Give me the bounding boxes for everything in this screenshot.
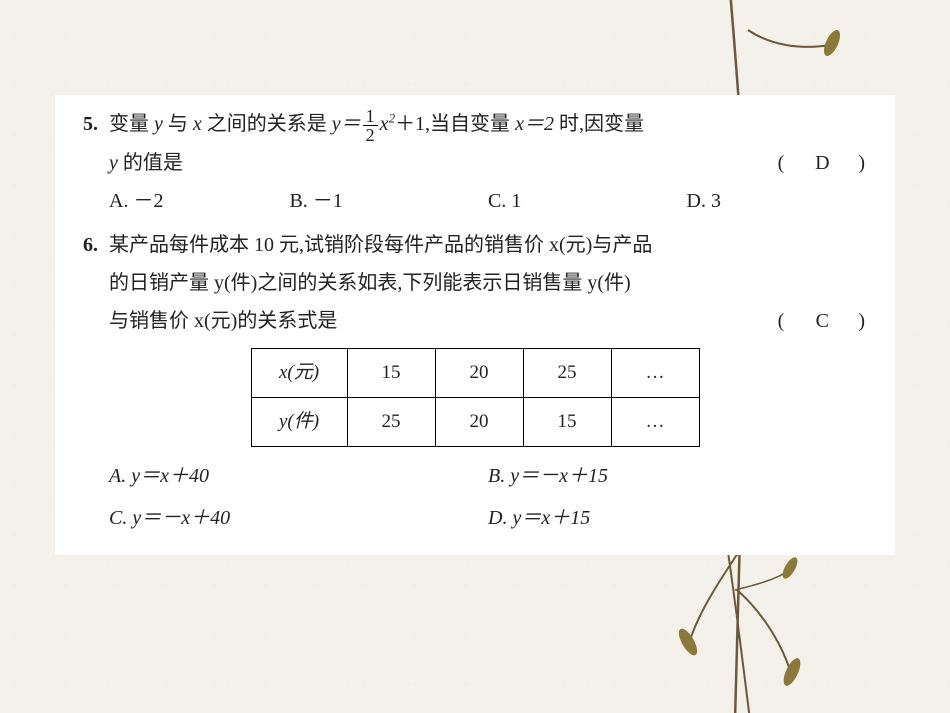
q5-x2-base: x: [380, 113, 389, 135]
question-5: 5. 变量 y 与 x 之间的关系是 y＝12x2＋1,当自变量 x＝2 时,因…: [83, 105, 867, 220]
q5-line2-text: 的值是: [118, 152, 183, 174]
q5-text-1: 变量: [109, 113, 154, 135]
q5-fraction: 12: [363, 107, 378, 144]
q5-frac-den: 2: [363, 126, 378, 144]
q5-options: A. －2 B. －1 C. 1 D. 3: [83, 182, 867, 220]
q5-stem-line2: y 的值是 ( D ): [83, 144, 867, 182]
q5-answer: D: [808, 144, 836, 182]
q6-option-b: B. y＝－x＋15: [488, 457, 867, 495]
q6-option-d: D. y＝x＋15: [488, 499, 867, 537]
row-header-y: y(件): [251, 398, 347, 447]
q5-eq-lhs: y＝: [332, 113, 361, 135]
q6-data-table: x(元) 15 20 25 … y(件) 25 20 15 …: [251, 348, 700, 447]
q5-option-a: A. －2: [109, 182, 289, 220]
q6-line3-row: 与销售价 x(元)的关系式是 ( C ): [83, 302, 867, 340]
q5-text-5: 时,因变量: [559, 113, 644, 135]
table-row-y: y(件) 25 20 15 …: [251, 398, 699, 447]
q5-var-x: x: [193, 113, 202, 135]
q6-line2: 的日销产量 y(件)之间的关系如表,下列能表示日销售量 y(件): [83, 264, 867, 302]
row-header-y-text: y(件): [279, 411, 319, 432]
q5-text-4: ＋1,当自变量: [395, 113, 515, 135]
q5-option-c: C. 1: [488, 182, 687, 220]
q5-number: 5.: [83, 105, 109, 144]
cell-x-0: 15: [347, 348, 435, 397]
q6-answer: C: [808, 302, 836, 340]
q6-number: 6.: [83, 226, 109, 264]
q6-answer-paren: ( C ): [778, 302, 867, 340]
cell-x-3: …: [611, 348, 699, 397]
q5-text-2: 与: [163, 113, 193, 135]
q6-line1-text: 某产品每件成本 10 元,试销阶段每件产品的销售价 x(元)与产品: [109, 234, 652, 256]
q5-answer-paren: ( D ): [778, 144, 867, 182]
exam-paper: 5. 变量 y 与 x 之间的关系是 y＝12x2＋1,当自变量 x＝2 时,因…: [55, 95, 895, 555]
q5-x-eq-2: x＝2: [515, 113, 559, 135]
q5-option-b: B. －1: [289, 182, 488, 220]
row-header-x: x(元): [251, 348, 347, 397]
row-header-x-text: x(元): [279, 362, 319, 383]
q6-line1: 某产品每件成本 10 元,试销阶段每件产品的销售价 x(元)与产品: [109, 226, 867, 264]
cell-y-2: 15: [523, 398, 611, 447]
cell-y-0: 25: [347, 398, 435, 447]
cell-x-1: 20: [435, 348, 523, 397]
table-row-x: x(元) 15 20 25 …: [251, 348, 699, 397]
q5-line2-y: y: [109, 152, 118, 174]
q5-text-3: 之间的关系是: [202, 113, 332, 135]
cell-y-3: …: [611, 398, 699, 447]
q5-var-y: y: [154, 113, 163, 135]
q5-option-d: D. 3: [687, 182, 867, 220]
q5-frac-num: 1: [363, 107, 378, 126]
q6-option-c: C. y＝－x＋40: [109, 499, 488, 537]
q5-stem-line1: 变量 y 与 x 之间的关系是 y＝12x2＋1,当自变量 x＝2 时,因变量: [109, 105, 867, 144]
q6-option-a: A. y＝x＋40: [109, 457, 488, 495]
q6-line3: 与销售价 x(元)的关系式是: [109, 302, 337, 340]
cell-y-1: 20: [435, 398, 523, 447]
question-6: 6. 某产品每件成本 10 元,试销阶段每件产品的销售价 x(元)与产品 的日销…: [83, 226, 867, 537]
cell-x-2: 25: [523, 348, 611, 397]
q6-options: A. y＝x＋40 B. y＝－x＋15 C. y＝－x＋40 D. y＝x＋1…: [83, 457, 867, 537]
